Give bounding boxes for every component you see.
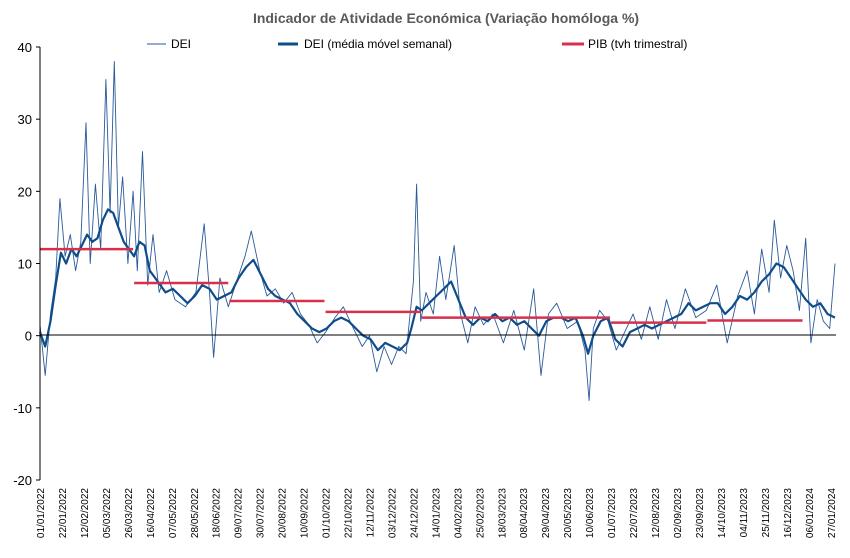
y-axis: -20 -10 0 10 20 30 40 [13, 40, 41, 488]
x-tick-label: 01/01/2022 [36, 488, 47, 538]
y-tick-label: 20 [18, 184, 32, 199]
x-tick-label: 04/02/2023 [453, 488, 464, 538]
x-tick-label: 14/01/2023 [431, 488, 442, 538]
x-tick-label: 28/05/2022 [190, 488, 201, 538]
y-tick-label: 0 [25, 329, 32, 344]
x-tick-label: 16/12/2023 [783, 488, 794, 538]
x-tick-label: 22/01/2022 [58, 488, 69, 538]
x-tick-label: 22/07/2023 [629, 488, 640, 538]
x-tick-label: 29/04/2023 [541, 488, 552, 538]
x-tick-label: 24/12/2022 [409, 488, 420, 538]
dei-line [39, 60, 836, 402]
legend-label-pib: PIB (tvh trimestral) [588, 37, 687, 51]
legend-label-dei: DEI [171, 37, 191, 51]
x-tick-label: 14/10/2023 [717, 488, 728, 538]
x-tick-label: 01/07/2023 [607, 488, 618, 538]
x-tick-label: 05/03/2022 [102, 488, 113, 538]
chart-title: Indicador de Atividade Económica (Variaç… [253, 10, 639, 26]
x-tick-label: 08/04/2023 [519, 488, 530, 538]
x-tick-label: 16/04/2022 [146, 488, 157, 538]
x-tick-label: 12/02/2022 [80, 488, 91, 538]
legend-label-dei-moving-average: DEI (média móvel semanal) [304, 37, 452, 51]
legend: DEI DEI (média móvel semanal) PIB (tvh t… [147, 37, 687, 51]
x-tick-label: 20/05/2023 [563, 488, 574, 538]
x-tick-label: 12/08/2023 [651, 488, 662, 538]
x-tick-label: 03/12/2022 [387, 488, 398, 538]
y-tick-label: -20 [13, 473, 32, 488]
y-tick-label: 30 [18, 112, 32, 127]
x-axis: 01/01/2022 22/01/2022 12/02/2022 05/03/2022… [36, 334, 838, 538]
x-tick-label: 23/09/2023 [695, 488, 706, 538]
x-tick-label: 27/01/2024 [827, 488, 838, 538]
y-tick-label: 40 [18, 40, 32, 55]
x-tick-label: 25/02/2023 [475, 488, 486, 538]
x-tick-label: 18/06/2022 [212, 488, 223, 538]
x-tick-label: 18/03/2023 [497, 488, 508, 538]
x-tick-label: 20/08/2022 [278, 488, 289, 538]
x-tick-label: 06/01/2024 [805, 488, 816, 538]
x-tick-label: 01/10/2022 [322, 488, 333, 538]
x-tick-label: 25/11/2023 [761, 488, 772, 538]
x-tick-label: 22/10/2022 [344, 488, 355, 538]
y-tick-label: -10 [13, 401, 32, 416]
x-tick-label: 12/11/2022 [365, 488, 376, 538]
dei-moving-average-line [38, 208, 836, 355]
x-tick-label: 10/06/2023 [585, 488, 596, 538]
plot-area [38, 60, 836, 402]
x-tick-label: 26/03/2022 [124, 488, 135, 538]
x-tick-label: 04/11/2023 [739, 488, 750, 538]
x-tick-label: 07/05/2022 [168, 488, 179, 538]
y-tick-label: 10 [18, 257, 32, 272]
x-tick-label: 02/09/2023 [673, 488, 684, 538]
x-tick-label: 10/09/2022 [300, 488, 311, 538]
x-tick-label: 30/07/2022 [256, 488, 267, 538]
x-tick-label: 09/07/2022 [234, 488, 245, 538]
